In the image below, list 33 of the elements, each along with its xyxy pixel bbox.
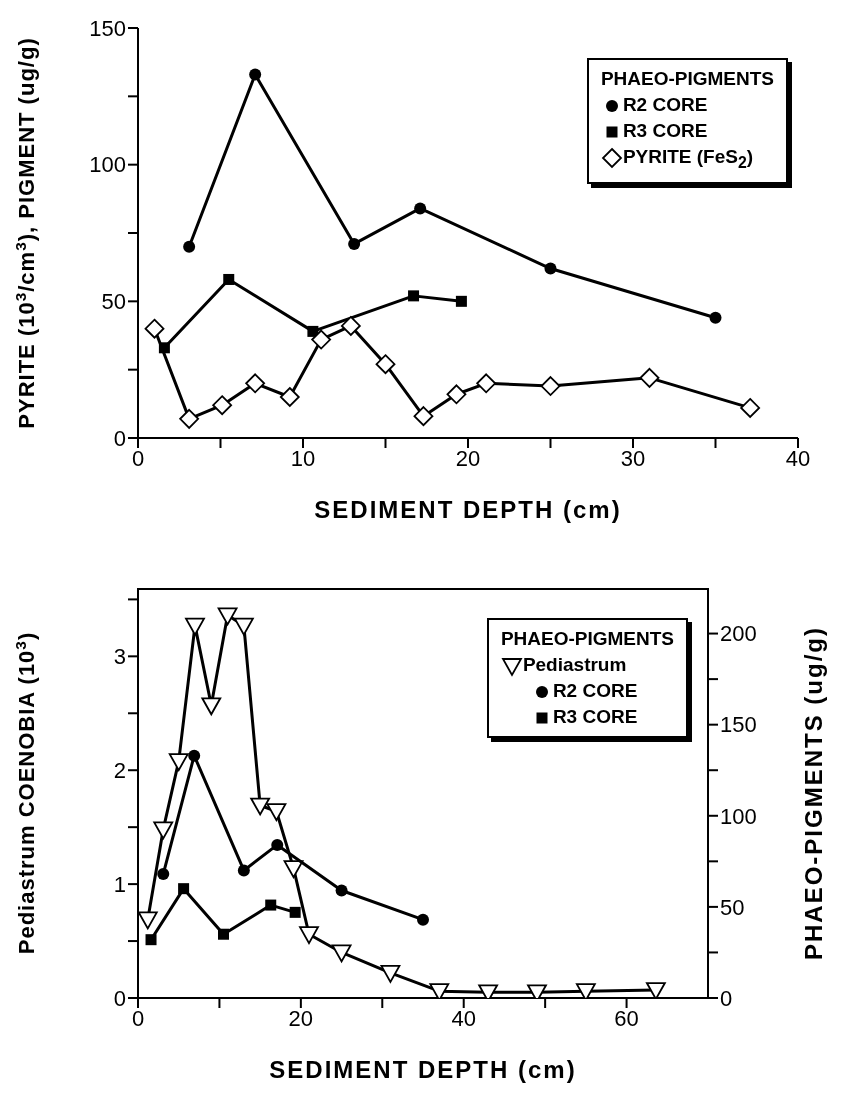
legend-label: Pediastrum <box>522 654 627 675</box>
y2-tick-label: 50 <box>720 894 745 920</box>
x-tick-label: 20 <box>288 1005 314 1031</box>
y-tick-label: 100 <box>89 152 126 178</box>
legend-title: PHAEO-PIGMENTS <box>500 627 674 651</box>
x-tick-label: 10 <box>290 445 316 471</box>
y-tick-label: 0 <box>113 425 126 451</box>
x-tick-label: 20 <box>455 445 481 471</box>
x-tick-label: 60 <box>614 1005 639 1031</box>
legend-label: PYRITE (FeS$_{2}$) <box>622 146 754 171</box>
legend-label: R3 CORE <box>552 706 638 727</box>
x-tick-label: 0 <box>131 1005 145 1031</box>
y-tick-label: 50 <box>101 289 126 315</box>
x-tick-label: 40 <box>785 445 811 471</box>
legend-label: R2 CORE <box>622 94 708 115</box>
y2-tick-label: 0 <box>720 985 733 1011</box>
legend-title: PHAEO-PIGMENTS <box>600 67 774 91</box>
x-tick-label: 30 <box>620 445 646 471</box>
y2-tick-label: 150 <box>720 712 757 738</box>
x-tick-label: 0 <box>131 445 145 471</box>
x-tick-label: 40 <box>451 1005 476 1031</box>
y-tick-label: 2 <box>113 758 126 784</box>
y2-tick-label: 200 <box>720 621 757 647</box>
x-axis-title: SEDIMENT DEPTH (cm) <box>269 1056 577 1083</box>
y-tick-label: 3 <box>113 644 126 670</box>
y2-tick-label: 100 <box>720 803 757 829</box>
y-tick-label: 1 <box>113 871 126 897</box>
y2-axis-title: PHAEO-PIGMENTS (ug/g) <box>800 626 827 960</box>
legend-label: R2 CORE <box>552 680 638 701</box>
y-tick-label: 0 <box>113 985 126 1011</box>
y-tick-label: 150 <box>89 15 126 41</box>
legend-label: R3 CORE <box>622 120 708 141</box>
x-axis-title: SEDIMENT DEPTH (cm) <box>314 496 622 523</box>
